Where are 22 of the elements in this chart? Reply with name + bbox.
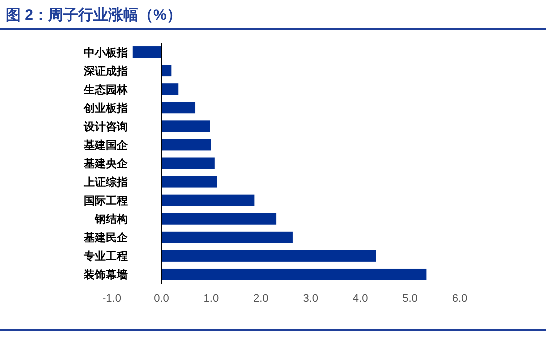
y-tick-label: 专业工程 xyxy=(83,250,128,264)
y-tick-label: 设计咨询 xyxy=(83,120,128,134)
y-tick-label: 钢结构 xyxy=(94,213,128,226)
title: 图 2：周子行业涨幅（%） xyxy=(6,7,182,24)
x-tick-label: 1.0 xyxy=(204,293,220,305)
x-tick-label: 2.0 xyxy=(253,293,269,305)
y-tick-label: 国际工程 xyxy=(84,196,128,208)
y-tick-label: 深证成指 xyxy=(83,64,128,78)
x-tick-label: 5.0 xyxy=(402,293,418,305)
x-tick-label: -1.0 xyxy=(102,293,122,305)
y-tick-label: 基建央企 xyxy=(83,158,129,170)
y-tick-label: 创业板指 xyxy=(83,102,128,115)
x-tick-label: 3.0 xyxy=(303,293,319,305)
y-tick-label: 基建民企 xyxy=(83,232,129,245)
x-tick-label: 0.0 xyxy=(154,293,170,305)
y-tick-label: 中小板指 xyxy=(84,46,128,60)
y-tick-label: 装饰幕墙 xyxy=(83,268,128,282)
x-tick-label: 6.0 xyxy=(452,293,468,305)
y-tick-label: 生态园林 xyxy=(83,83,129,96)
x-tick-label: 4.0 xyxy=(352,293,368,305)
y-tick-label: 基建国企 xyxy=(83,138,129,152)
y-tick-label: 上证综指 xyxy=(83,176,128,190)
